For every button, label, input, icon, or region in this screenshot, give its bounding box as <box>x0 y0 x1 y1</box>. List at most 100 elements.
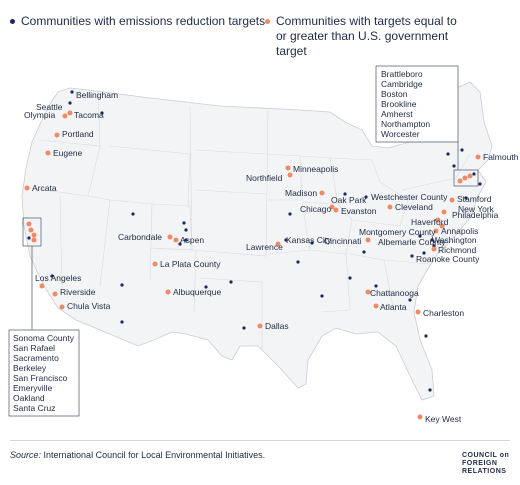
orange-marker <box>467 173 473 179</box>
state-border-line <box>329 157 381 183</box>
orange-marker <box>62 113 68 119</box>
navy-marker <box>131 212 135 216</box>
city-label: Albemarle County <box>378 237 446 247</box>
city-label: Atlanta <box>380 302 407 312</box>
bay-area-callout-box: Sonoma County San Rafael Sacramento Berk… <box>8 329 80 417</box>
northeast-callout-box: Brattleboro Cambridge Boston Brookline A… <box>375 65 459 143</box>
northeast-callout-item: Worcester <box>381 129 420 139</box>
city-label: Madison <box>285 188 317 198</box>
orange-marker <box>167 234 173 240</box>
city-label: Cleveland <box>395 202 433 212</box>
orange-marker <box>462 175 468 181</box>
orange-marker <box>257 323 263 329</box>
logo-line: RELATIONS <box>462 468 507 475</box>
navy-marker <box>408 298 412 302</box>
navy-marker <box>288 212 292 216</box>
city-label: Olympia <box>24 110 55 120</box>
state-border-line <box>383 259 431 265</box>
orange-marker <box>415 309 421 315</box>
navy-marker <box>430 238 434 242</box>
orange-marker <box>165 289 171 295</box>
bay-area-callout-item: Emeryville <box>13 383 52 393</box>
navy-marker <box>100 111 104 115</box>
state-border-line <box>149 247 197 313</box>
city-label: Haverford <box>411 217 449 227</box>
orange-marker <box>152 261 158 267</box>
state-border-line <box>309 203 353 255</box>
city-label: Kansas City <box>286 235 332 245</box>
us-outline <box>21 81 493 401</box>
orange-marker <box>275 241 281 247</box>
orange-marker <box>319 190 325 196</box>
navy-marker <box>229 280 233 284</box>
city-label: Richmond <box>438 245 477 255</box>
orange-marker <box>365 289 371 295</box>
orange-marker <box>31 232 37 238</box>
navy-marker <box>478 182 482 186</box>
legend: Communities with emissions reduction tar… <box>10 14 510 58</box>
bay-area-callout-item: Santa Cruz <box>13 403 56 413</box>
orange-marker <box>435 217 441 223</box>
northeast-callout-item: Brookline <box>381 99 417 109</box>
navy-marker <box>364 195 368 199</box>
city-label: Chula Vista <box>67 301 111 311</box>
northeast-callout-item: Cambridge <box>381 79 423 89</box>
city-label: Philadelphia <box>452 210 499 220</box>
city-label: Lawrence <box>246 242 283 252</box>
navy-marker <box>472 172 476 176</box>
northeast-cluster-frame <box>453 169 479 187</box>
city-labels: Bellingham Seattle Olympia Tacoma Portla… <box>24 90 519 424</box>
city-label: Minneapolis <box>293 164 338 174</box>
state-border-line <box>265 153 303 201</box>
orange-marker <box>365 237 371 243</box>
footer-divider <box>10 440 510 441</box>
legend-item-emissions-targets: Communities with emissions reduction tar… <box>10 14 265 29</box>
orange-marker <box>31 237 37 243</box>
orange-marker <box>431 246 437 252</box>
city-label: Los Angeles <box>35 273 81 283</box>
city-label: Carbondale <box>118 232 162 242</box>
navy-marker <box>452 164 456 168</box>
state-border-line <box>321 253 351 313</box>
city-label: Dallas <box>265 321 289 331</box>
orange-marker <box>39 283 45 289</box>
city-label: Roanoke County <box>416 254 480 264</box>
orange-marker <box>387 204 393 210</box>
orange-marker <box>173 237 179 243</box>
city-label: Albuquerque <box>173 287 221 297</box>
navy-marker <box>422 251 426 255</box>
orange-marker <box>457 178 463 184</box>
orange-marker <box>67 110 73 116</box>
bay-area-callout-item: Sonoma County <box>13 333 75 343</box>
city-label: New York <box>458 204 495 214</box>
source-text: International Council for Local Environm… <box>41 450 266 460</box>
state-border-line <box>59 195 63 289</box>
city-label: Annapolis <box>441 226 478 236</box>
city-label: Washington <box>432 235 477 245</box>
navy-marker <box>418 234 422 238</box>
state-border-line <box>351 181 409 227</box>
city-label: Cincinnati <box>324 236 361 246</box>
navy-dot-icon <box>10 19 15 24</box>
navy-marker <box>460 148 464 152</box>
orange-marker <box>433 228 439 234</box>
city-label: Seattle <box>36 102 63 112</box>
navy-marker <box>348 276 352 280</box>
navy-marker <box>120 283 124 287</box>
navy-marker <box>242 326 246 330</box>
legend-label-emissions-targets: Communities with emissions reduction tar… <box>21 14 266 28</box>
navy-marker <box>424 334 428 338</box>
state-border-line <box>195 189 267 195</box>
orange-marker <box>417 414 423 420</box>
source-prefix: Source: <box>10 450 42 460</box>
city-label: Falmouth <box>483 152 519 162</box>
navy-marker <box>184 238 188 242</box>
orange-marker <box>28 227 34 233</box>
navy-marker <box>284 238 288 242</box>
us-map: Bellingham Seattle Olympia Tacoma Portla… <box>8 65 519 424</box>
state-border-line <box>299 155 339 205</box>
city-label: Tacoma <box>74 110 104 120</box>
state-borders <box>29 89 471 350</box>
orange-marker <box>475 154 481 160</box>
orange-marker <box>285 165 291 171</box>
